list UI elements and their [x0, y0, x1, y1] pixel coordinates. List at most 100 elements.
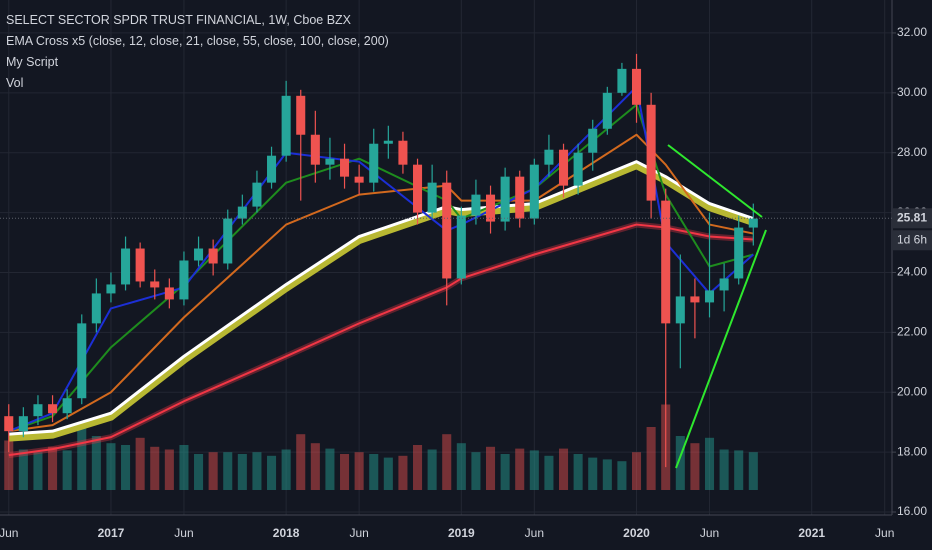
volume-bar	[223, 452, 233, 490]
candle-body	[62, 398, 72, 414]
candle-body	[748, 218, 758, 228]
x-tick-label: 2017	[98, 526, 125, 540]
candle-body	[252, 182, 262, 207]
volume-bar	[91, 436, 101, 490]
candle-body	[296, 95, 306, 135]
volume-bar	[340, 454, 350, 490]
volume-bar	[267, 455, 277, 490]
volume-bar	[62, 450, 72, 490]
candle-body	[500, 176, 510, 222]
y-tick-label: 24.00	[897, 265, 927, 279]
volume-bar	[48, 446, 58, 490]
candle-body	[529, 164, 539, 219]
volume-bar	[719, 449, 729, 490]
volume-bar	[150, 446, 160, 490]
candle-body	[646, 104, 656, 201]
candle-body	[77, 323, 87, 399]
indicator-label: My Script	[6, 55, 59, 69]
candle-body	[267, 155, 277, 183]
y-tick-label: 16.00	[897, 504, 927, 518]
trend-line	[675, 229, 767, 469]
candle-body	[121, 248, 131, 285]
volume-bar	[486, 446, 496, 490]
y-tick-label: 22.00	[897, 325, 927, 339]
candle-body	[442, 182, 452, 279]
volume-bar	[748, 452, 758, 490]
candle-body	[164, 287, 174, 300]
candle-body	[91, 293, 101, 324]
candle-body	[631, 68, 642, 105]
chart-title: SELECT SECTOR SPDR TRUST FINANCIAL, 1W, …	[6, 13, 352, 27]
volume-bar	[237, 454, 247, 490]
volume-bar	[164, 449, 174, 490]
x-tick-label: 2021	[798, 526, 825, 540]
candle-body	[281, 95, 291, 156]
volume-bar	[690, 443, 700, 490]
price-box	[892, 208, 932, 229]
x-tick-label: Jun	[349, 526, 368, 540]
x-tick-label: 2018	[273, 526, 300, 540]
volume-bar	[179, 445, 189, 490]
volume-bar	[33, 452, 43, 490]
candle-body	[544, 149, 554, 165]
volume-bar	[413, 445, 423, 490]
candle-body	[369, 143, 379, 183]
volume-bar	[18, 449, 28, 490]
candle-body	[734, 227, 744, 279]
volume-bar	[704, 437, 715, 490]
candle-body	[340, 158, 350, 177]
candle-body	[150, 281, 160, 288]
candle-body	[48, 404, 58, 414]
candle-body	[602, 92, 612, 129]
volume-bar	[471, 452, 481, 490]
x-tick-label: 2020	[623, 526, 650, 540]
candle-body	[413, 164, 423, 213]
volume-bar	[310, 443, 320, 490]
candle-body	[690, 296, 700, 303]
countdown-label: 1d 6h	[897, 232, 927, 246]
x-tick-label: Jun	[525, 526, 544, 540]
y-tick-label: 18.00	[897, 444, 927, 458]
volume-bar	[106, 443, 116, 490]
x-tick-label: Jun	[875, 526, 894, 540]
volume-bar	[544, 455, 554, 490]
trend-line	[667, 144, 763, 218]
volume-bar	[354, 452, 364, 490]
volume-bar	[456, 443, 466, 490]
candle-body	[471, 194, 481, 216]
indicator-label: Vol	[6, 76, 23, 90]
candle-body	[515, 176, 525, 219]
candle-body	[719, 278, 729, 291]
volume-bar	[558, 448, 569, 490]
candle-body	[18, 416, 28, 432]
candle-body	[135, 248, 145, 282]
volume-bar	[77, 425, 87, 490]
candle-body	[456, 215, 466, 279]
x-tick-label: Jun	[0, 526, 18, 540]
volume-bar	[252, 452, 262, 490]
candle-body	[588, 128, 598, 153]
candle-body	[354, 176, 364, 183]
volume-bar	[602, 459, 612, 490]
x-tick-label: Jun	[174, 526, 193, 540]
y-tick-label: 20.00	[897, 384, 927, 398]
candle-body	[237, 206, 247, 219]
volume-bar	[617, 461, 627, 490]
volume-bar	[631, 452, 642, 490]
candle-body	[179, 260, 189, 300]
candle-body	[310, 134, 320, 165]
volume-bar	[500, 454, 510, 490]
volume-bar	[427, 449, 437, 490]
volume-bar	[208, 452, 218, 490]
candle-body	[573, 152, 583, 186]
candle-body	[558, 149, 569, 186]
candle-body	[661, 200, 671, 324]
volume-bar	[398, 455, 408, 490]
volume-bar	[296, 434, 306, 490]
volume-bar	[646, 427, 656, 490]
candle-body	[675, 296, 685, 324]
candle-body	[194, 248, 204, 261]
volume-bar	[588, 457, 598, 490]
y-tick-label: 32.00	[897, 25, 927, 39]
volume-bar	[515, 448, 525, 490]
